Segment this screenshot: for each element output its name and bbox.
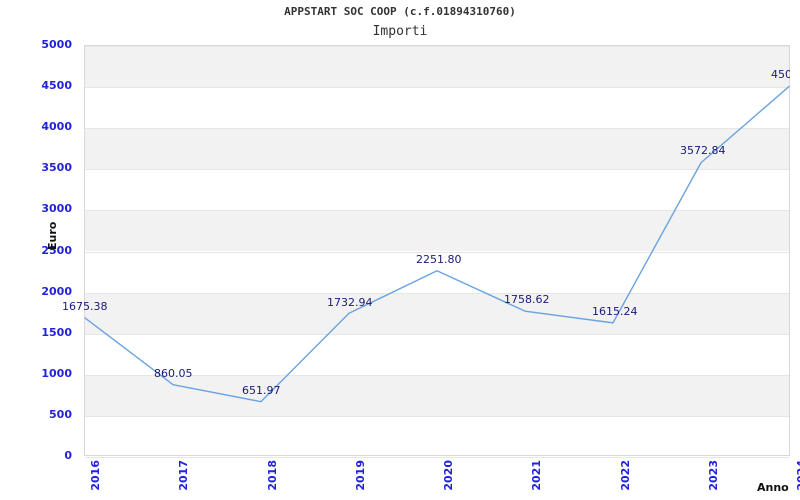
point-value-label: 860.05 <box>154 367 193 380</box>
gridline <box>85 46 789 47</box>
gridline <box>85 210 789 211</box>
band-row <box>85 292 789 334</box>
x-tick-label: 2018 <box>265 460 279 491</box>
y-tick-label: 4500 <box>41 79 72 93</box>
y-tick-label: 3000 <box>41 202 72 216</box>
gridline <box>85 293 789 294</box>
y-tick-label: 2500 <box>41 243 72 257</box>
point-value-label: 1732.94 <box>327 296 373 309</box>
point-value-label: 2251.80 <box>416 253 462 266</box>
x-tick-label: 2024 <box>795 460 800 491</box>
x-tick-label: 2021 <box>530 460 544 491</box>
gridline <box>85 87 789 88</box>
y-tick-label: 5000 <box>41 38 72 51</box>
y-tick-label: 1000 <box>41 366 72 380</box>
right-edge-clip-mask <box>790 45 800 456</box>
band-row <box>85 128 789 170</box>
x-tick-label: 2017 <box>177 460 191 491</box>
chart-title: APPSTART SOC COOP (c.f.01894310760) <box>284 5 516 18</box>
x-tick-label: 2019 <box>353 460 367 491</box>
y-axis-title: Euro <box>46 221 59 250</box>
plot-area <box>84 45 790 458</box>
y-tick-label: 1500 <box>41 325 72 339</box>
gridline <box>85 334 789 335</box>
y-tick-label: 3500 <box>41 161 72 175</box>
gridline <box>85 457 789 458</box>
gridline <box>85 375 789 376</box>
y-tick-label: 2000 <box>41 284 72 298</box>
x-tick-label: 2022 <box>618 460 632 491</box>
y-axis-tick-labels: 0 500 1000 1500 2000 2500 3000 3500 4000 4500 5000 <box>0 38 78 462</box>
gridline <box>85 416 789 417</box>
x-axis-title: Anno <box>757 481 789 494</box>
y-tick-label: 0 <box>64 449 72 462</box>
point-value-label: 1615.24 <box>592 305 638 318</box>
y-tick-label: 4000 <box>41 120 72 134</box>
band-row <box>85 374 789 416</box>
band-row <box>85 46 789 88</box>
x-tick-label: 2020 <box>442 460 455 491</box>
point-value-label: 3572.84 <box>680 144 726 157</box>
point-value-label: 1675.38 <box>62 300 108 313</box>
gridline <box>85 128 789 129</box>
x-tick-label: 2023 <box>706 460 720 491</box>
x-axis-tick-labels: 2016 2017 2018 2019 2020 2021 2022 2023 2024 <box>84 456 800 500</box>
series-polyline <box>84 85 790 403</box>
gridline <box>85 169 789 170</box>
x-tick-label: 2016 <box>89 460 102 491</box>
series-line-importi <box>84 85 790 403</box>
y-tick-label: 500 <box>49 407 72 421</box>
chart-subtitle: Importi <box>372 24 428 39</box>
gridline <box>85 252 789 253</box>
point-value-label: 651.97 <box>242 384 281 397</box>
point-value-label: 1758.62 <box>504 293 550 306</box>
